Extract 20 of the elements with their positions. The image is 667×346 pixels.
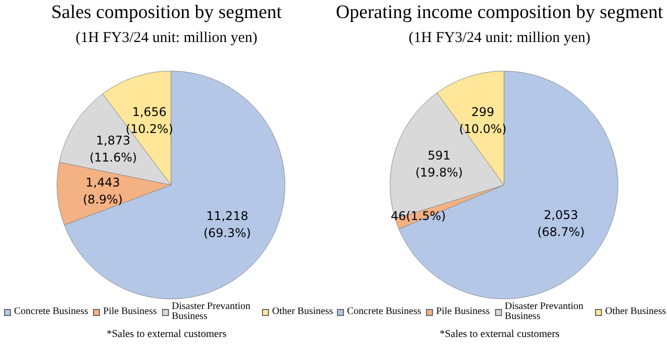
data-label: 46(1.5%): [390, 209, 446, 224]
data-label: 11,218 (69.3%): [203, 208, 251, 240]
legend-label: Pile Business: [436, 306, 490, 317]
legend-label: Other Business: [605, 306, 666, 317]
chart-subtitle: (1H FY3/24 unit: million yen): [74, 30, 258, 47]
data-label: 591 (19.8%): [415, 148, 463, 180]
data-label: 2,053 (68.7%): [537, 208, 585, 239]
data-label: 299 (10.0%): [459, 104, 507, 136]
legend-label: Pile Business: [103, 306, 157, 317]
legend-label: Other Business: [272, 306, 333, 317]
text: *Sales to external customers: [438, 329, 560, 340]
text: *Sales to external customers: [106, 329, 228, 340]
legend-label: Disaster Prevantion Business: [172, 301, 252, 322]
legend-label: Concrete Business: [347, 306, 422, 317]
chart-title: Operating income composition by segment: [334, 2, 664, 24]
chart-subtitle: (1H FY3/24 unit: million yen): [408, 30, 592, 47]
chart-title: Sales composition by segment: [50, 2, 283, 24]
data-label: 1,443 (8.9%): [82, 175, 123, 206]
legend-label: Disaster Prevantion Business: [504, 301, 584, 322]
legend-label: Concrete Business: [14, 306, 88, 317]
